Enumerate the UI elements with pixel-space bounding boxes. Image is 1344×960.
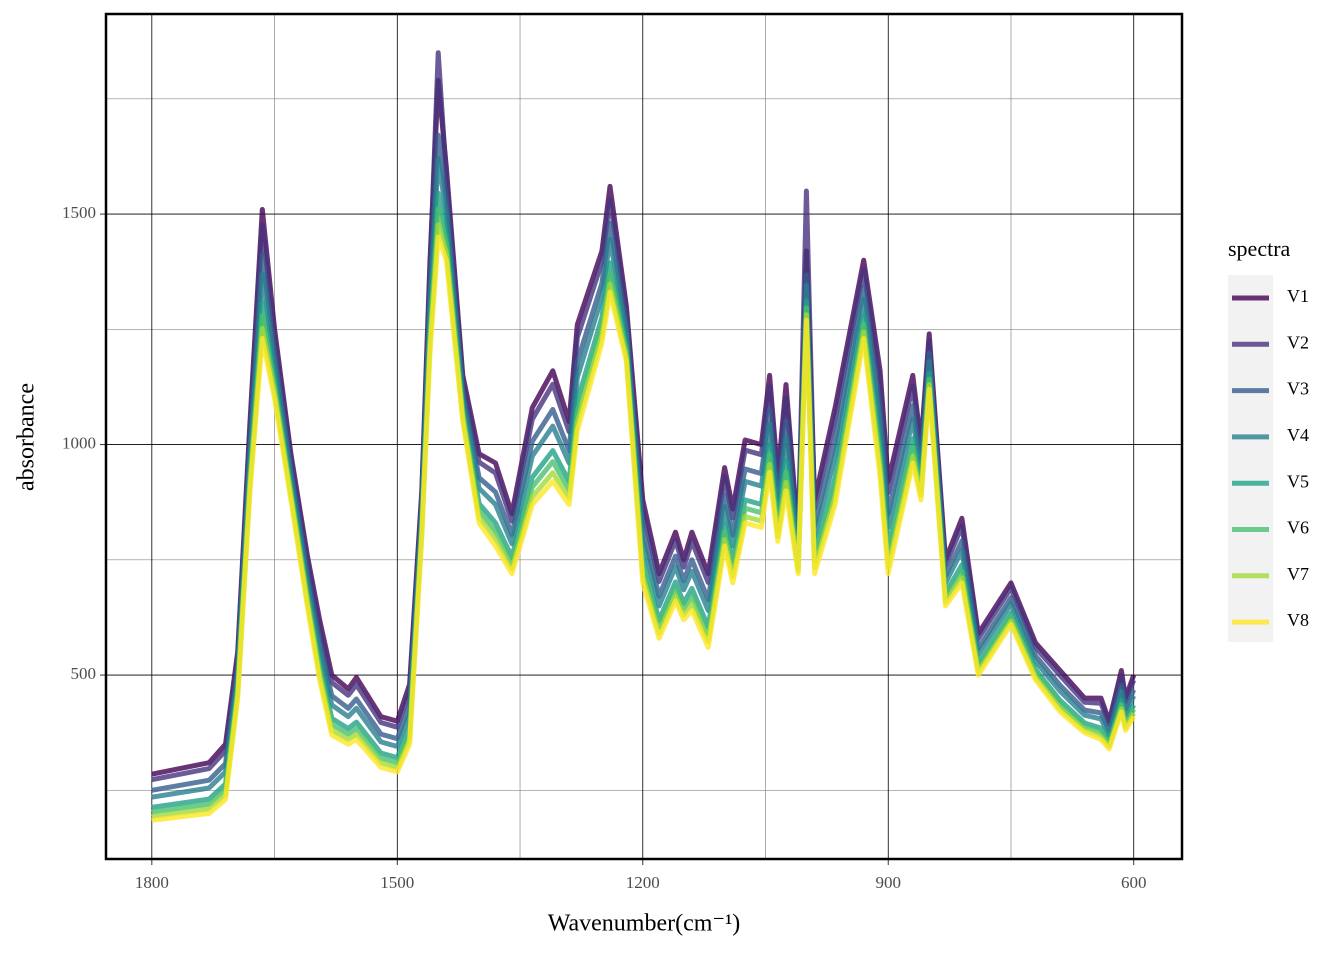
legend-title: spectra (1228, 236, 1291, 261)
x-tick-label: 900 (875, 873, 901, 892)
legend-key-background (1228, 275, 1273, 642)
spectrum-line (151, 190, 1136, 810)
x-tick-label: 1500 (380, 873, 414, 892)
legend-label: V8 (1287, 610, 1309, 630)
spectrum-line (151, 206, 1136, 815)
legend-label: V1 (1287, 286, 1309, 306)
spectrum-line (151, 132, 1137, 793)
x-tick-label: 1200 (626, 873, 660, 892)
spectrum-line (151, 156, 1136, 800)
legend-label: V4 (1287, 425, 1309, 445)
plot-frame (104, 12, 1184, 861)
y-axis-title: absorbance (14, 383, 40, 491)
legend-label: V2 (1287, 332, 1309, 352)
spectrum-line (151, 50, 1137, 783)
y-tick-label: 500 (71, 664, 97, 683)
y-tick-label: 1000 (62, 433, 96, 452)
spectrum-line (151, 234, 1136, 823)
legend-label: V7 (1287, 564, 1309, 584)
x-tick-label: 600 (1121, 873, 1147, 892)
y-tick-label: 1500 (62, 203, 96, 222)
legend-label: V3 (1287, 379, 1309, 399)
legend-label: V5 (1287, 471, 1309, 491)
x-tick-label: 1800 (135, 873, 169, 892)
legend-label: V6 (1287, 518, 1309, 538)
grid (106, 14, 1182, 859)
x-axis-title: Wavenumber(cm⁻¹) (548, 911, 741, 937)
